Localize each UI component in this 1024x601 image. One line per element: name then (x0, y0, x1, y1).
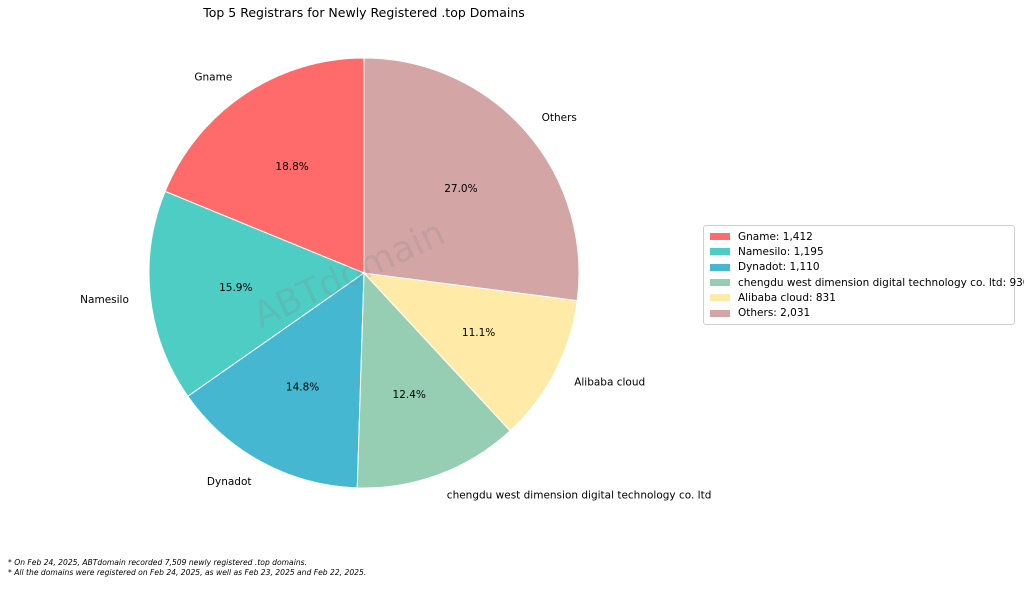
legend-swatch (710, 263, 730, 271)
pie-slice (148, 190, 366, 397)
legend-label: Namesilo: 1,195 (738, 245, 824, 258)
pie-percent-label: 15.9% (219, 282, 252, 294)
legend-label: chengdu west dimension digital technolog… (738, 276, 1024, 289)
footnote: * All the domains were registered on Feb… (8, 568, 367, 577)
footnotes: * On Feb 24, 2025, ABTdomain recorded 7,… (8, 558, 366, 578)
legend-item: Others: 2,031 (710, 305, 1008, 320)
pie-percent-label: 11.1% (462, 327, 495, 339)
chart-legend: Gname: 1,412 Namesilo: 1,195 Dynadot: 1,11… (703, 225, 1024, 325)
legend-item: Gname: 1,412 (710, 229, 1008, 244)
legend-item: Alibaba cloud: 831 (710, 290, 1008, 305)
legend-swatch (710, 233, 730, 241)
legend-label: Alibaba cloud: 831 (738, 291, 836, 304)
pie-slice (187, 272, 365, 489)
legend-item: Namesilo: 1,195 (710, 244, 1008, 259)
pie-slice-label: Namesilo (80, 294, 129, 306)
pie-percent-label: 27.0% (444, 183, 477, 195)
pie-slice (363, 57, 580, 302)
legend-swatch (710, 248, 730, 256)
footnote: * On Feb 24, 2025, ABTdomain recorded 7,… (8, 558, 307, 567)
pie-slice (362, 272, 578, 432)
legend-item: chengdu west dimension digital technolog… (710, 275, 1024, 290)
pie-slice (164, 57, 365, 274)
pie-percent-label: 18.8% (275, 161, 308, 173)
legend-swatch (710, 279, 730, 287)
legend-label: Dynadot: 1,110 (738, 261, 820, 274)
legend-label: Gname: 1,412 (738, 230, 813, 243)
pie-slice-labels: Gname Namesilo Dynadot chengdu west dimensi… (80, 72, 711, 502)
pie-slice-label: chengdu west dimension digital technolog… (447, 490, 712, 502)
pie-slice (356, 271, 511, 489)
pie-slice-label: Gname (194, 72, 232, 84)
pie-percent-labels: 18.8% 15.9% 14.8% 12.4% 11.1% 27.0% (219, 161, 495, 401)
pie-slices (148, 57, 580, 489)
pie-slice-label: Others (542, 112, 577, 124)
pie-percent-label: 12.4% (393, 389, 426, 401)
chart-title: Top 5 Registrars for Newly Registered .t… (202, 5, 525, 20)
pie-slice-label: Alibaba cloud (574, 376, 645, 388)
legend-swatch (710, 309, 730, 317)
legend-swatch (710, 294, 730, 302)
pie-percent-label: 14.8% (286, 382, 319, 394)
legend-item: Dynadot: 1,110 (710, 260, 1008, 275)
pie-slice-label: Dynadot (207, 476, 252, 488)
legend-label: Others: 2,031 (738, 307, 811, 320)
